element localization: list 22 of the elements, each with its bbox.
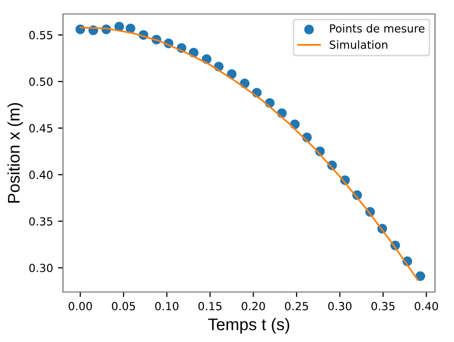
y-axis-title: Position x (m) [7, 103, 23, 203]
x-tick-label: 0.35 [371, 302, 394, 310]
x-tick-label: 0.10 [155, 302, 178, 310]
x-axis-title: Temps t (s) [208, 318, 290, 334]
y-tick-label: 0.50 [29, 77, 53, 86]
y-tick-label: 0.45 [29, 124, 52, 132]
point [415, 271, 426, 282]
x-tick-label: 0.40 [414, 302, 438, 310]
legend-label: Simulation [330, 40, 388, 49]
x-tick-label: 0.20 [242, 302, 265, 310]
point [114, 22, 124, 32]
x-tick-label: 0.25 [284, 302, 308, 310]
y-tick-label: 0.55 [29, 30, 52, 40]
point [126, 24, 136, 34]
y-tick-label: 0.35 [29, 217, 52, 226]
x-tick-label: 0.00 [68, 302, 92, 310]
x-tick-label: 0.15 [198, 302, 222, 310]
x-tick-label: 0.30 [328, 302, 352, 310]
y-tick-label: 0.30 [29, 264, 53, 272]
x-tick-label: 0.05 [112, 302, 135, 310]
legend-label: Points de mesure [330, 24, 424, 33]
y-tick-label: 0.40 [29, 170, 53, 180]
